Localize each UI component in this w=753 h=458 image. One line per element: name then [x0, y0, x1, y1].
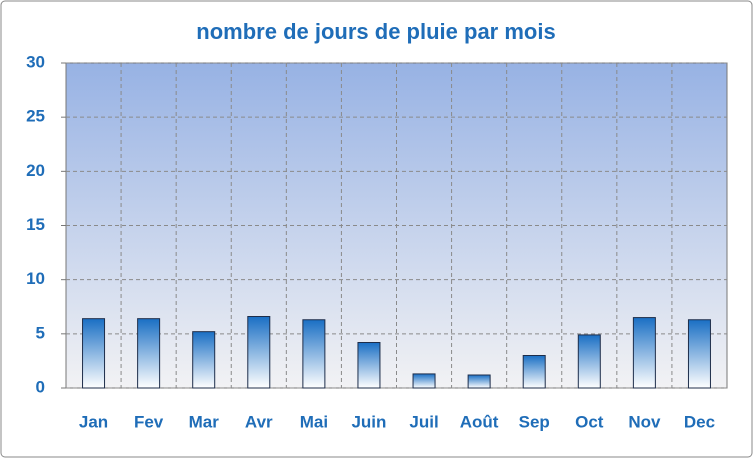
x-tick-label: Jan: [79, 412, 108, 431]
bar: [467, 374, 491, 389]
bar: [302, 319, 326, 389]
x-tick-label: Août: [460, 412, 499, 431]
bar: [632, 317, 656, 389]
y-tick-label: 25: [26, 107, 45, 126]
x-tick-label: Mar: [189, 412, 220, 431]
chart-title: nombre de jours de pluie par mois: [196, 19, 555, 44]
bar: [687, 319, 711, 389]
bar: [82, 318, 106, 389]
x-tick-label: Sep: [519, 412, 550, 431]
bar: [522, 355, 546, 389]
bar: [247, 316, 271, 389]
bar: [137, 318, 161, 389]
y-tick-label: 20: [26, 161, 45, 180]
x-tick-label: Avr: [245, 412, 273, 431]
x-tick-label: Mai: [300, 412, 328, 431]
y-tick-label: 10: [26, 269, 45, 288]
x-tick-label: Fev: [134, 412, 164, 431]
bar: [412, 373, 436, 389]
x-tick-label: Nov: [628, 412, 661, 431]
y-tick-label: 30: [26, 52, 45, 71]
x-tick-label: Juin: [351, 412, 386, 431]
y-tick-label: 5: [36, 323, 45, 342]
bar: [192, 331, 216, 389]
x-tick-label: Oct: [575, 412, 604, 431]
bar: [357, 342, 381, 389]
x-tick-label: Juil: [409, 412, 438, 431]
y-tick-label: 15: [26, 215, 45, 234]
y-tick-label: 0: [36, 377, 45, 396]
x-tick-label: Dec: [684, 412, 715, 431]
bar: [577, 334, 601, 389]
